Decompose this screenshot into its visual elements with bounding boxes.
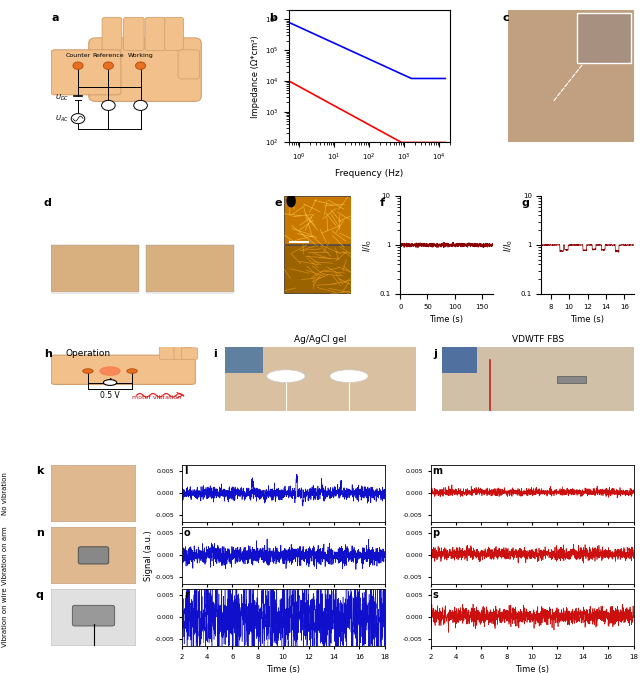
- Text: V: V: [106, 101, 111, 110]
- Text: d: d: [44, 198, 52, 208]
- Text: k: k: [36, 466, 44, 476]
- X-axis label: Time (s): Time (s): [429, 315, 463, 324]
- FancyBboxPatch shape: [102, 17, 122, 50]
- Text: A: A: [138, 101, 143, 110]
- Text: c: c: [502, 13, 509, 23]
- Circle shape: [136, 62, 145, 69]
- FancyBboxPatch shape: [78, 546, 109, 564]
- FancyBboxPatch shape: [159, 341, 177, 359]
- Circle shape: [100, 367, 120, 376]
- Text: e: e: [275, 198, 282, 208]
- Circle shape: [71, 114, 85, 124]
- FancyBboxPatch shape: [51, 355, 195, 384]
- FancyBboxPatch shape: [51, 50, 121, 95]
- Bar: [577, 13, 631, 63]
- Circle shape: [134, 100, 147, 110]
- Text: Working: Working: [128, 53, 154, 59]
- Bar: [284, 246, 351, 293]
- FancyBboxPatch shape: [181, 348, 198, 359]
- Text: Vibration on arm: Vibration on arm: [2, 526, 8, 585]
- FancyBboxPatch shape: [164, 17, 184, 50]
- Bar: [225, 347, 263, 373]
- Text: h: h: [44, 349, 52, 359]
- Text: Vibration on wire: Vibration on wire: [2, 588, 8, 647]
- Bar: [146, 295, 234, 341]
- Text: s: s: [433, 590, 438, 600]
- Circle shape: [287, 195, 295, 207]
- Circle shape: [168, 259, 198, 275]
- FancyBboxPatch shape: [178, 50, 200, 79]
- Bar: [146, 246, 234, 291]
- Text: a: a: [51, 13, 59, 23]
- Text: No vibration: No vibration: [2, 472, 8, 515]
- Circle shape: [127, 369, 137, 374]
- Text: A: A: [107, 378, 113, 387]
- Circle shape: [83, 369, 93, 374]
- Text: r: r: [184, 590, 189, 600]
- Text: 0.5 V: 0.5 V: [100, 392, 120, 400]
- Circle shape: [104, 62, 113, 69]
- Text: p: p: [433, 528, 440, 538]
- Text: motor vibration: motor vibration: [132, 395, 181, 400]
- Text: VDWTF FBS: VDWTF FBS: [512, 335, 564, 345]
- Circle shape: [102, 100, 115, 110]
- Circle shape: [74, 259, 103, 275]
- Bar: [557, 376, 586, 382]
- Text: i: i: [213, 349, 217, 359]
- Text: Reference: Reference: [93, 53, 124, 59]
- Text: Ag/AgCl gel: Ag/AgCl gel: [294, 335, 347, 345]
- Y-axis label: Signal (a.u.): Signal (a.u.): [144, 530, 153, 581]
- Y-axis label: $I/I_0$: $I/I_0$: [362, 238, 374, 252]
- Text: g: g: [521, 198, 529, 208]
- Text: $U_{AC}$: $U_{AC}$: [55, 114, 69, 124]
- Y-axis label: Impedance (Ω*cm²): Impedance (Ω*cm²): [251, 35, 260, 118]
- X-axis label: Time (s): Time (s): [515, 666, 549, 673]
- Text: $U_{DC}$: $U_{DC}$: [55, 93, 69, 103]
- Text: f: f: [380, 198, 385, 208]
- Bar: [51, 246, 139, 291]
- X-axis label: Frequency (Hz): Frequency (Hz): [335, 169, 403, 178]
- Bar: [442, 347, 477, 373]
- Text: Counter: Counter: [65, 53, 91, 59]
- X-axis label: Time (s): Time (s): [266, 666, 300, 673]
- FancyBboxPatch shape: [145, 17, 166, 50]
- Y-axis label: $I/I_0$: $I/I_0$: [502, 238, 515, 252]
- Text: m: m: [433, 466, 442, 476]
- FancyBboxPatch shape: [124, 17, 144, 50]
- Text: j: j: [433, 349, 436, 359]
- Text: q: q: [36, 590, 44, 600]
- Circle shape: [104, 380, 116, 386]
- Text: o: o: [184, 528, 190, 538]
- Text: l: l: [184, 466, 187, 476]
- Text: n: n: [36, 528, 44, 538]
- X-axis label: Time (s): Time (s): [570, 315, 605, 324]
- Circle shape: [267, 369, 305, 382]
- Text: b: b: [269, 13, 277, 23]
- Circle shape: [330, 369, 368, 382]
- Circle shape: [73, 62, 83, 69]
- FancyBboxPatch shape: [72, 605, 115, 626]
- Bar: [51, 295, 139, 341]
- Text: Operation: Operation: [66, 349, 111, 359]
- FancyBboxPatch shape: [89, 38, 202, 102]
- Bar: [284, 196, 351, 244]
- FancyBboxPatch shape: [174, 345, 191, 359]
